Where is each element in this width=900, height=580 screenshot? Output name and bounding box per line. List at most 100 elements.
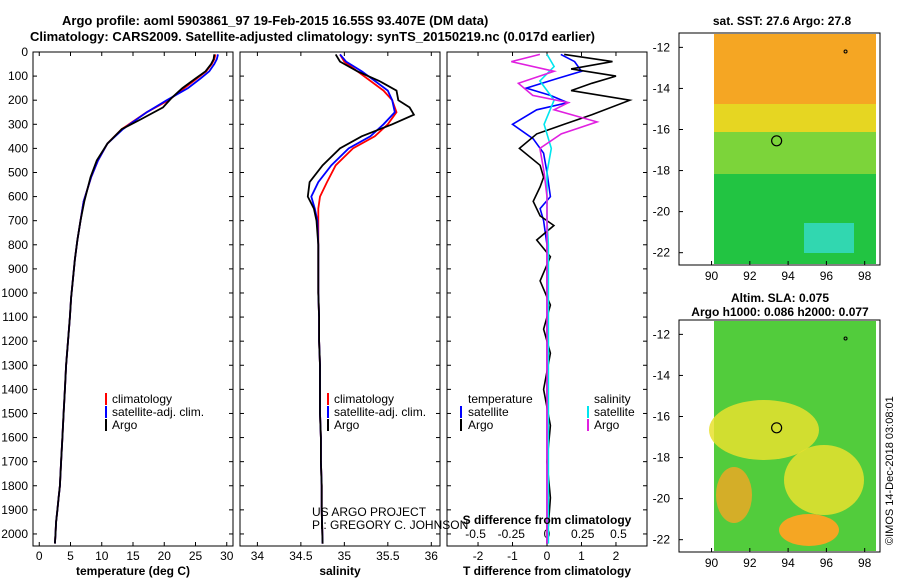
s-tick-label: -0.5: [465, 527, 486, 541]
depth-tick-label: 1000: [1, 286, 28, 300]
s-tick-label: 0.5: [610, 527, 627, 541]
x-tick-label: 0: [36, 549, 43, 563]
x-tick-label: 15: [126, 549, 140, 563]
legend-label-s-argo: Argo: [594, 418, 620, 432]
lat-tick-label: -16: [653, 122, 671, 136]
sla-map-title-line-2: Argo h1000: 0.086 h2000: 0.077: [691, 305, 869, 319]
depth-tick-label: 200: [8, 93, 28, 107]
sla-peak-patch: [779, 514, 839, 546]
lat-tick-label: -22: [653, 246, 671, 260]
sst-mid-band: [714, 104, 876, 132]
credit-line-2: PI: GREGORY C. JOHNSON: [312, 518, 468, 532]
x-tick-label: 25: [189, 549, 203, 563]
title-line-2: Climatology: CARS2009. Satellite-adjuste…: [30, 29, 595, 44]
lon-tick-label: 92: [743, 556, 757, 570]
depth-tick-label: 1200: [1, 334, 28, 348]
lat-tick-label: -20: [653, 205, 671, 219]
sst-map: -12 -14 -16 -18 -20 -22 90 92 94 96 98: [653, 32, 881, 283]
lon-tick-label: 94: [781, 556, 795, 570]
temperature-legend: climatology satellite-adj. clim. Argo: [105, 392, 204, 432]
x-tick-label: 5: [67, 549, 74, 563]
lon-tick-label: 96: [820, 269, 834, 283]
salinity-panel: [239, 51, 441, 547]
salinity-legend: climatology satellite-adj. clim. Argo: [327, 392, 426, 432]
x-tick-label: 35: [338, 549, 352, 563]
argo-location-marker: [771, 422, 783, 434]
sla-high-patch: [709, 400, 819, 460]
s-difference-axis-label: S difference from climatology: [463, 513, 632, 527]
series-climatology: [54, 54, 217, 544]
sla-map-title-line-1: Altim. SLA: 0.075: [731, 291, 829, 305]
lon-tick-label: 98: [858, 269, 872, 283]
small-location-marker: [843, 336, 848, 341]
depth-tick-label: 1500: [1, 406, 28, 420]
lat-tick-label: -22: [653, 533, 671, 547]
salinity-axis-label: salinity: [319, 564, 361, 578]
depth-tick-label: 100: [8, 69, 28, 83]
legend-label-climatology: climatology: [112, 392, 172, 406]
map-layer: -12 -14 -16 -18 -20 -22 90 92 94 96 98 -12 -14 -16 -18…: [653, 32, 881, 570]
depth-tick-label: 600: [8, 190, 28, 204]
series-t-argo: [518, 53, 633, 544]
lon-tick-label: 90: [705, 269, 719, 283]
sst-cool-patch: [804, 223, 854, 253]
lon-tick-label: 94: [781, 269, 795, 283]
depth-tick-label: 0: [21, 45, 28, 59]
lon-tick-label: 90: [705, 556, 719, 570]
lon-tick-label: 96: [820, 556, 834, 570]
difference-chart: -2 -1 0 1 2-0.5 -0.25 0 0.25 0.5: [447, 51, 647, 563]
lat-tick-label: -14: [653, 81, 671, 95]
depth-tick-label: 1800: [1, 479, 28, 493]
lat-tick-label: -12: [653, 40, 671, 54]
t-difference-axis-label: T difference from climatology: [463, 564, 631, 578]
sla-peak-patch: [716, 467, 752, 523]
depth-tick-label: 1400: [1, 382, 28, 396]
legend-label-s-satellite: satellite: [594, 405, 635, 419]
depth-tick-label: 700: [8, 214, 28, 228]
depth-tick-label: 1600: [1, 431, 28, 445]
series-satellite-adj-clim-: [54, 54, 219, 544]
imos-watermark: ©IMOS 14-Dec-2018 03:08:01: [884, 396, 896, 545]
series-argo: [54, 54, 216, 544]
small-location-marker: [843, 49, 848, 54]
legend-label-satellite: satellite-adj. clim.: [112, 405, 204, 419]
series-argo: [306, 53, 416, 544]
sst-map-title: sat. SST: 27.6 Argo: 27.8: [713, 14, 852, 28]
x-tick-label: 36: [425, 549, 439, 563]
x-tick-label: 35.5: [376, 549, 400, 563]
depth-tick-label: 1700: [1, 455, 28, 469]
temperature-panel: [32, 51, 234, 547]
depth-tick-label: 500: [8, 165, 28, 179]
depth-tick-label: 1300: [1, 358, 28, 372]
x-tick-label: 0: [544, 549, 551, 563]
legend-label-argo: Argo: [112, 418, 138, 432]
depth-tick-label: 2000: [1, 527, 28, 541]
lat-tick-label: -14: [653, 368, 671, 382]
x-tick-label: 10: [95, 549, 109, 563]
lon-tick-label: 98: [858, 556, 872, 570]
x-tick-label: 34.5: [289, 549, 313, 563]
lat-tick-label: -16: [653, 409, 671, 423]
title-line-1: Argo profile: aoml 5903861_97 19-Feb-201…: [62, 13, 488, 28]
legend-label-t-satellite: satellite: [468, 405, 509, 419]
x-tick-label: 1: [578, 549, 585, 563]
argo-location-marker: [771, 135, 783, 147]
legend-label-t-argo: Argo: [468, 418, 494, 432]
depth-tick-label: 300: [8, 117, 28, 131]
x-tick-label: -1: [507, 549, 518, 563]
depth-tick-label: 1100: [2, 310, 28, 324]
x-tick-label: 2: [613, 549, 620, 563]
sla-high-patch: [784, 445, 864, 515]
sst-warm-band: [714, 34, 876, 104]
legend-label-argo: Argo: [334, 418, 360, 432]
temperature-axis-label: temperature (deg C): [76, 564, 190, 578]
x-tick-label: 30: [220, 549, 234, 563]
difference-legend: temperature salinity satellite Argo sate…: [460, 392, 635, 432]
lon-tick-label: 92: [743, 269, 757, 283]
sst-transition-band: [714, 132, 876, 174]
depth-tick-label: 800: [8, 238, 28, 252]
x-tick-label: 20: [158, 549, 172, 563]
credit-line-1: US ARGO PROJECT: [312, 505, 427, 519]
legend-label-climatology: climatology: [334, 392, 394, 406]
s-tick-label: -0.25: [498, 527, 526, 541]
